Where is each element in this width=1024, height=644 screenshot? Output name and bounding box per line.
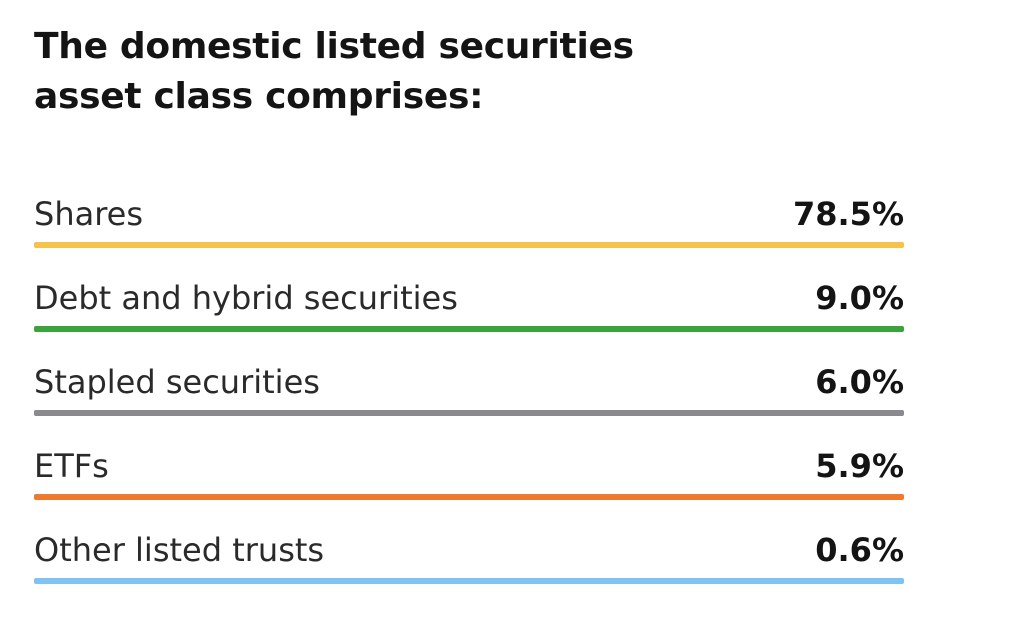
page-title: The domestic listed securities asset cla… <box>34 22 934 122</box>
title-line-2: asset class comprises: <box>34 76 484 117</box>
row-underline <box>34 578 904 584</box>
asset-class-table: Shares 78.5% Debt and hybrid securities … <box>34 188 904 608</box>
row-underline <box>34 242 904 248</box>
row-underline <box>34 410 904 416</box>
row-value: 9.0% <box>815 279 904 317</box>
row-label: ETFs <box>34 447 109 485</box>
row-value: 0.6% <box>815 531 904 569</box>
row-label: Debt and hybrid securities <box>34 279 458 317</box>
row-other-listed-trusts: Other listed trusts 0.6% <box>34 524 904 586</box>
row-underline <box>34 326 904 332</box>
row-label: Shares <box>34 195 144 233</box>
row-label: Other listed trusts <box>34 531 325 569</box>
row-shares: Shares 78.5% <box>34 188 904 250</box>
row-etfs: ETFs 5.9% <box>34 440 904 502</box>
row-value: 6.0% <box>815 363 904 401</box>
row-value: 78.5% <box>792 195 904 233</box>
row-underline <box>34 494 904 500</box>
row-label: Stapled securities <box>34 363 320 401</box>
row-stapled-securities: Stapled securities 6.0% <box>34 356 904 418</box>
row-value: 5.9% <box>815 447 904 485</box>
title-line-1: The domestic listed securities <box>34 26 634 67</box>
row-debt-hybrid-securities: Debt and hybrid securities 9.0% <box>34 272 904 334</box>
